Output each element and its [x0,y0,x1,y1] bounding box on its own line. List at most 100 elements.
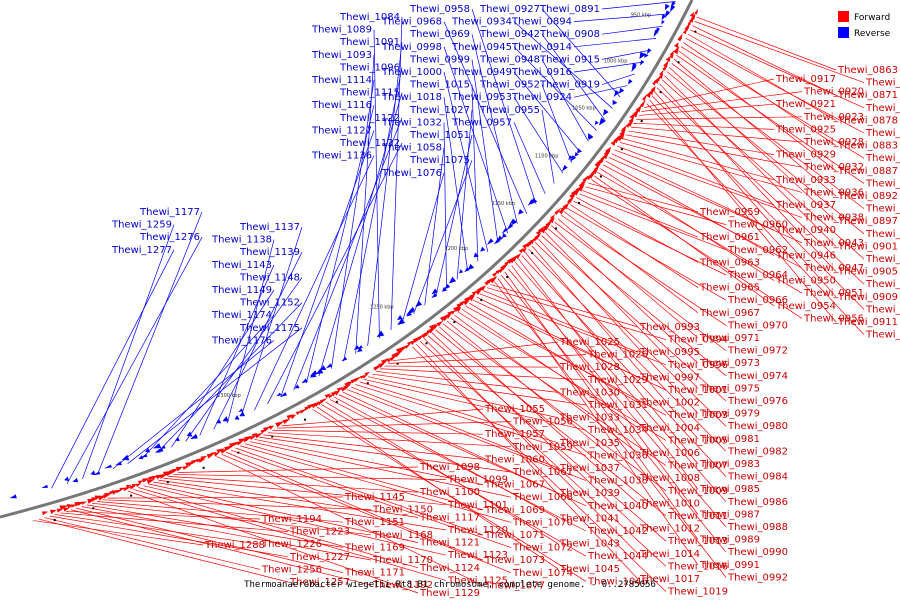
forward-gene-label: Thewi_1071 [484,530,545,541]
forward-gene-label: Thewi_1227 [289,552,350,563]
feature-marker [425,342,428,345]
forward-leader-line [254,438,484,485]
forward-gene-feature [210,451,217,456]
forward-leader-line [465,305,667,416]
forward-gene-feature [491,276,498,282]
forward-leader-line [600,168,775,281]
reverse-gene-feature [222,416,229,422]
reverse-leader-line [280,130,375,398]
reverse-gene-feature [613,90,620,97]
forward-leader-line [551,225,699,364]
forward-gene-feature [464,295,473,303]
forward-gene-label: Thewi_1074 [512,568,573,579]
forward-gene-feature [625,121,631,128]
forward-gene-label: Thewi_0960 [727,220,788,231]
forward-gene-feature [364,371,370,377]
forward-leader-line [547,228,727,377]
forward-gene-label: Thewi_0878 [837,115,898,126]
reverse-gene-label: Thewi_1089 [311,25,372,36]
reverse-gene-feature [631,62,637,70]
forward-gene-feature [216,448,225,454]
reverse-leader-line [112,340,275,470]
forward-gene-label: Thewi_1037 [559,463,620,474]
reverse-gene-feature [448,276,457,284]
reverse-leader-line [443,21,528,214]
reverse-gene-label: Thewi_1116 [311,100,372,111]
reverse-gene-label: Thewi_1277 [111,245,172,256]
reverse-gene-label: Thewi_1138 [211,235,272,246]
forward-leader-line [263,434,484,460]
reverse-gene-label: Thewi_1127 [311,125,372,136]
forward-gene-feature [175,466,184,472]
forward-gene-feature [49,509,57,515]
forward-leader-line [622,138,775,181]
feature-marker [659,91,662,94]
forward-gene-label: Thewi_1038 [587,476,648,487]
forward-gene-label: Thewi_1077 [484,580,545,591]
forward-leader-line [346,389,587,481]
forward-leader-line [605,160,775,256]
chromosome-backbone [0,0,694,519]
forward-leader-line [476,296,639,378]
forward-leader-line [501,274,727,553]
forward-gene-label: Thewi_0975 [699,383,760,394]
forward-gene-label: Thewi_0997 [639,372,700,383]
forward-gene-label: Thewi_1002 [639,398,700,409]
forward-leader-line [557,218,699,339]
forward-gene-label: Thewi_1257 [289,577,350,588]
reverse-gene-feature [301,378,308,384]
reverse-gene-feature [280,392,288,397]
forward-gene-label: Thewi_0909 [837,292,898,303]
reverse-gene-label: Thewi_0949 [451,67,512,78]
forward-leader-line [342,391,559,494]
forward-leader-line [680,46,865,159]
forward-leader-line [644,78,775,108]
forward-gene-label: Thewi_1067 [484,480,545,491]
reverse-gene-label: Thewi_1177 [139,207,200,218]
forward-gene-feature [41,511,49,516]
reverse-gene-feature [315,368,324,375]
forward-gene-feature [429,323,437,331]
forward-gene-label: Thewi_1226 [261,539,322,550]
forward-leader-line [178,466,419,473]
forward-leader-line [638,103,775,116]
reverse-leader-line [573,85,628,98]
forward-leader-line [359,381,559,444]
forward-gene-label: Thewi_0950 [775,276,836,287]
forward-gene-label: Thewi_0990 [727,547,788,558]
forward-gene-label: Thewi_1256 [261,564,322,575]
forward-gene-label: Thewi_0943 [803,238,864,249]
forward-gene-label: Thewi_0995 [639,347,700,358]
forward-gene-label: Thewi_1026 [587,350,648,361]
feature-marker [166,481,169,484]
forward-gene-label: Thewi_0887 [837,166,898,177]
reverse-gene-feature [631,65,637,73]
forward-gene-label: Thewi_0921 [775,99,836,110]
forward-gene-label: Thewi_1060 [484,454,545,465]
forward-gene-feature [336,386,344,392]
forward-gene-label: Thewi_0981 [699,434,760,445]
forward-gene-label: Thewi_0970 [727,320,788,331]
forward-leader-line [614,149,803,218]
reverse-gene-label: Thewi_1076 [381,168,442,179]
forward-gene-label: Thewi_1288 [204,540,265,551]
forward-gene-label: Thewi_0973 [699,358,760,369]
forward-leader-line [367,376,559,418]
forward-gene-label: Thewi_1013 [667,536,728,547]
forward-gene-label: Thewi_1061 [512,467,573,478]
legend-label-reverse: Reverse [854,29,891,39]
reverse-gene-feature [186,431,193,437]
forward-gene-label: Thewi_0979 [699,409,760,420]
forward-gene-label: Thewi_0901 [837,241,898,252]
forward-gene-label: Thewi_1151 [344,517,405,528]
forward-gene-label: Thewi_1170 [372,555,433,566]
forward-gene-label: Thewi_0925 [775,124,836,135]
forward-gene-label: Thewi_1042 [587,526,648,537]
forward-leader-line [514,261,727,503]
forward-gene-label: Thewi_1046 [587,576,648,587]
reverse-gene-feature [501,227,508,234]
forward-gene-feature [81,501,87,505]
forward-leader-line [86,504,344,548]
reverse-gene-label: Thewi_1115 [339,88,400,99]
